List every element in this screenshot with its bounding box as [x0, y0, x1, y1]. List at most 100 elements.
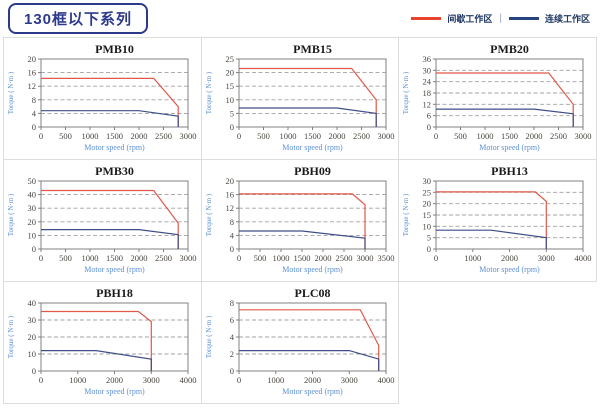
- torque-speed-plot: 0 4 8 12 16 20 0 500 1000 1500 2000 2500 3000 PMB10 Mo…: [7, 42, 197, 152]
- svg-text:PMB10: PMB10: [95, 42, 134, 56]
- chart-cell-pmb10: 0 4 8 12 16 20 0 500 1000 1500 2000 2500 3000 PMB10 Mo…: [4, 38, 202, 160]
- svg-text:12: 12: [28, 81, 37, 91]
- svg-text:20: 20: [225, 176, 234, 186]
- svg-text:4: 4: [229, 332, 234, 342]
- chart-grid: 0 4 8 12 16 20 0 500 1000 1500 2000 2500 3000 PMB10 Mo…: [3, 37, 597, 404]
- svg-text:0: 0: [32, 122, 36, 132]
- svg-text:20: 20: [225, 68, 234, 78]
- svg-text:3000: 3000: [356, 253, 373, 263]
- svg-text:500: 500: [59, 131, 72, 141]
- svg-text:2: 2: [229, 349, 233, 359]
- svg-text:PLC08: PLC08: [294, 286, 330, 300]
- svg-text:1000: 1000: [279, 131, 296, 141]
- svg-text:PMB30: PMB30: [95, 164, 134, 178]
- svg-text:40: 40: [28, 298, 37, 308]
- svg-text:4000: 4000: [377, 375, 394, 385]
- svg-text:25: 25: [423, 187, 432, 197]
- svg-text:3000: 3000: [538, 253, 555, 263]
- svg-text:25: 25: [225, 54, 234, 64]
- svg-text:0: 0: [427, 122, 431, 132]
- svg-text:2000: 2000: [131, 131, 148, 141]
- svg-text:1500: 1500: [304, 131, 321, 141]
- svg-text:10: 10: [28, 230, 37, 240]
- svg-text:0: 0: [434, 131, 438, 141]
- torque-speed-plot: 0 4 8 12 16 20 0 500 1000 1500 2000 2500 3000 3500 PBH…: [205, 164, 395, 274]
- svg-text:20: 20: [28, 54, 37, 64]
- chart-cell-pbh18: 0 10 20 30 40 0 1000 2000 3000 4000 PBH18 Motor spe…: [4, 282, 202, 404]
- empty-grid-cell: [399, 282, 597, 404]
- svg-text:Motor speed (rpm): Motor speed (rpm): [84, 265, 145, 274]
- svg-text:Torque ( N·m ): Torque ( N·m ): [402, 193, 410, 236]
- legend-separator: |: [499, 13, 502, 24]
- svg-text:1500: 1500: [106, 253, 123, 263]
- torque-speed-plot: 0 5 10 15 20 25 0 500 1000 1500 2000 2500 3000 PMB15 M…: [205, 42, 395, 152]
- svg-text:1000: 1000: [69, 375, 86, 385]
- page-header: 130框以下系列 间歇工作区 | 连续工作区: [0, 0, 600, 37]
- svg-text:Motor speed (rpm): Motor speed (rpm): [282, 265, 343, 274]
- svg-text:2000: 2000: [526, 131, 543, 141]
- svg-text:0: 0: [237, 375, 241, 385]
- torque-speed-plot: 0 2 4 6 8 0 1000 2000 3000 4000 PLC08 Motor speed (…: [205, 286, 395, 396]
- svg-text:6: 6: [427, 111, 431, 121]
- svg-text:0: 0: [32, 366, 36, 376]
- svg-text:10: 10: [225, 95, 234, 105]
- svg-text:30: 30: [28, 203, 37, 213]
- svg-text:8: 8: [229, 217, 233, 227]
- svg-text:10: 10: [28, 349, 37, 359]
- svg-text:0: 0: [32, 244, 36, 254]
- svg-text:6: 6: [229, 315, 233, 325]
- svg-text:20: 20: [28, 332, 37, 342]
- svg-text:500: 500: [454, 131, 467, 141]
- svg-text:Motor speed (rpm): Motor speed (rpm): [282, 143, 343, 152]
- svg-text:2500: 2500: [353, 131, 370, 141]
- svg-text:8: 8: [229, 298, 233, 308]
- legend-label-continuous: 连续工作区: [544, 14, 590, 24]
- svg-text:40: 40: [28, 190, 37, 200]
- svg-text:0: 0: [39, 253, 43, 263]
- svg-text:2500: 2500: [155, 253, 172, 263]
- svg-text:0: 0: [229, 122, 233, 132]
- svg-text:20: 20: [423, 199, 432, 209]
- svg-text:Torque ( N·m ): Torque ( N·m ): [205, 315, 213, 358]
- chart-cell-pmb15: 0 5 10 15 20 25 0 500 1000 1500 2000 2500 3000 PMB15 M…: [201, 38, 400, 160]
- svg-text:2000: 2000: [328, 131, 345, 141]
- chart-cell-pbh09: 0 4 8 12 16 20 0 500 1000 1500 2000 2500 3000 3500 PBH…: [201, 160, 400, 282]
- svg-text:PMB20: PMB20: [490, 42, 529, 56]
- svg-text:1000: 1000: [477, 131, 494, 141]
- svg-text:16: 16: [225, 190, 234, 200]
- svg-text:1000: 1000: [465, 253, 482, 263]
- chart-cell-pbh13: 0 5 10 15 20 25 30 0 1000 2000 3000 4000 PBH13 Motor …: [399, 160, 597, 282]
- svg-text:3500: 3500: [377, 253, 394, 263]
- svg-text:Torque ( N·m ): Torque ( N·m ): [205, 71, 213, 114]
- svg-text:0: 0: [434, 253, 438, 263]
- svg-text:2500: 2500: [155, 131, 172, 141]
- svg-text:PBH09: PBH09: [294, 164, 331, 178]
- svg-text:0: 0: [39, 131, 43, 141]
- svg-text:10: 10: [423, 221, 432, 231]
- svg-text:20: 20: [28, 217, 37, 227]
- svg-text:0: 0: [237, 253, 241, 263]
- svg-text:Motor speed (rpm): Motor speed (rpm): [480, 143, 541, 152]
- svg-text:3000: 3000: [143, 375, 160, 385]
- svg-text:1000: 1000: [272, 253, 289, 263]
- svg-text:1500: 1500: [293, 253, 310, 263]
- svg-text:3000: 3000: [377, 131, 394, 141]
- svg-text:15: 15: [225, 81, 234, 91]
- svg-text:8: 8: [32, 95, 36, 105]
- legend-item-continuous: 连续工作区: [508, 12, 590, 25]
- svg-text:36: 36: [423, 54, 432, 64]
- svg-text:Torque ( N·m ): Torque ( N·m ): [402, 71, 410, 114]
- svg-text:4000: 4000: [180, 375, 197, 385]
- svg-text:5: 5: [229, 108, 233, 118]
- svg-text:3000: 3000: [340, 375, 357, 385]
- svg-text:0: 0: [39, 375, 43, 385]
- svg-text:30: 30: [423, 176, 432, 186]
- svg-text:2000: 2000: [131, 253, 148, 263]
- svg-text:2500: 2500: [335, 253, 352, 263]
- svg-text:PMB15: PMB15: [293, 42, 332, 56]
- svg-text:500: 500: [253, 253, 266, 263]
- svg-text:30: 30: [423, 65, 432, 75]
- svg-text:1000: 1000: [82, 253, 99, 263]
